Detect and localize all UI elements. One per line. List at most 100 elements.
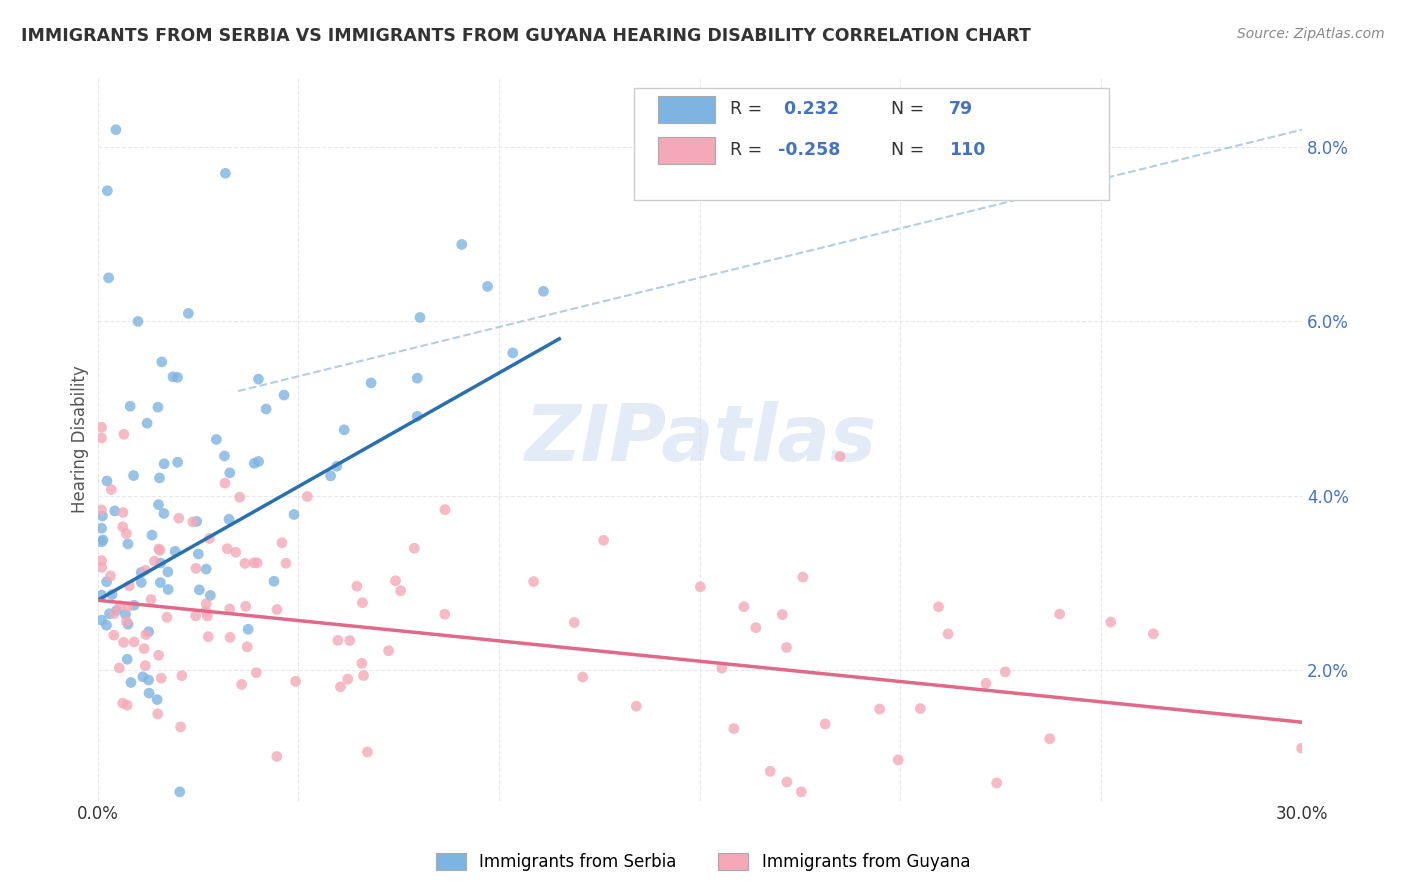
Point [100, 569, 122, 583]
Point [1049, 607, 1071, 621]
Point [149, 556, 172, 570]
Text: 79: 79 [949, 100, 973, 119]
Point [141, 528, 163, 542]
FancyBboxPatch shape [658, 95, 716, 123]
Point [236, 640, 259, 654]
Point [406, 371, 429, 385]
Point [138, 686, 160, 700]
Point [974, 676, 997, 690]
Point [245, 665, 267, 680]
Point [219, 631, 242, 645]
Text: N =: N = [880, 100, 931, 119]
Point [502, 346, 524, 360]
Point [112, 427, 135, 442]
Point [156, 565, 179, 579]
Point [112, 635, 135, 649]
Point [117, 537, 139, 551]
Point [115, 615, 138, 629]
Point [710, 661, 733, 675]
Point [214, 166, 236, 180]
Point [184, 561, 207, 575]
Point [284, 674, 307, 689]
Point [96, 618, 118, 632]
Point [830, 450, 852, 464]
Point [592, 533, 614, 548]
Point [759, 764, 782, 779]
Point [129, 575, 152, 590]
Point [197, 609, 219, 624]
Point [134, 641, 156, 656]
Point [197, 630, 219, 644]
Point [571, 670, 593, 684]
Point [194, 604, 217, 618]
Point [153, 507, 176, 521]
Point [336, 672, 359, 686]
Point [90, 588, 112, 602]
Point [236, 623, 259, 637]
Point [218, 602, 240, 616]
Point [792, 570, 814, 584]
Point [218, 512, 240, 526]
Point [326, 633, 349, 648]
Point [166, 455, 188, 469]
Point [108, 599, 131, 613]
Point [111, 696, 134, 710]
Point [770, 607, 793, 622]
Point [887, 753, 910, 767]
Text: 110: 110 [949, 142, 986, 160]
Point [186, 515, 208, 529]
Point [111, 506, 134, 520]
Point [225, 545, 247, 559]
Point [143, 554, 166, 568]
Point [350, 657, 373, 671]
Point [523, 574, 546, 589]
Point [146, 706, 169, 721]
Point [235, 599, 257, 614]
Point [103, 607, 125, 621]
Point [103, 628, 125, 642]
Point [101, 588, 124, 602]
Point [360, 376, 382, 390]
Point [409, 310, 432, 325]
Point [166, 370, 188, 384]
Point [283, 508, 305, 522]
Point [138, 624, 160, 639]
Point [146, 400, 169, 414]
Text: -0.258: -0.258 [778, 142, 841, 160]
Legend: Immigrants from Serbia, Immigrants from Guyana: Immigrants from Serbia, Immigrants from … [427, 845, 979, 880]
Point [994, 665, 1017, 679]
Point [129, 566, 152, 580]
Point [169, 785, 191, 799]
Point [233, 557, 256, 571]
Point [266, 749, 288, 764]
Point [148, 498, 170, 512]
Point [254, 402, 277, 417]
Point [91, 533, 114, 547]
Point [169, 720, 191, 734]
Point [229, 490, 252, 504]
Text: Source: ZipAtlas.com: Source: ZipAtlas.com [1237, 27, 1385, 41]
Point [869, 702, 891, 716]
Point [98, 607, 121, 621]
Point [745, 621, 768, 635]
Point [356, 745, 378, 759]
Point [333, 423, 356, 437]
Point [156, 610, 179, 624]
Point [97, 270, 120, 285]
Point [136, 417, 159, 431]
Point [181, 515, 204, 529]
Point [90, 534, 112, 549]
Point [928, 599, 950, 614]
Point [90, 560, 112, 574]
Point [111, 520, 134, 534]
Point [100, 483, 122, 497]
Point [406, 409, 429, 424]
Point [167, 511, 190, 525]
Point [117, 617, 139, 632]
Point [114, 607, 136, 622]
Point [90, 503, 112, 517]
Point [814, 717, 837, 731]
Point [433, 607, 456, 622]
Point [218, 466, 240, 480]
Point [247, 454, 270, 468]
